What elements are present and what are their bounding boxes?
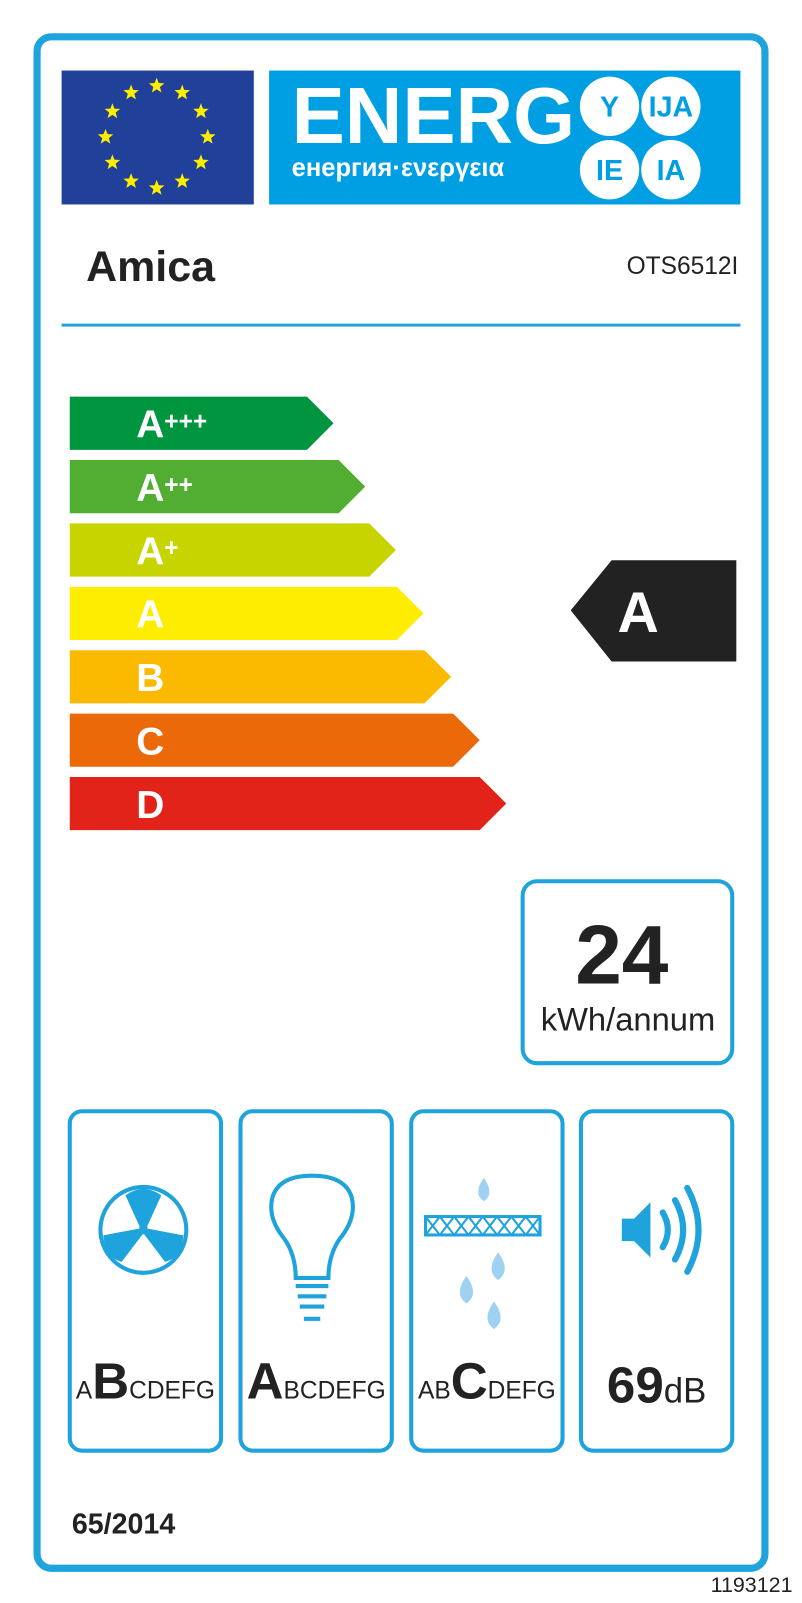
star [104,103,121,119]
label-id: 1193121 [711,1573,793,1597]
class-letter: A [136,467,164,510]
rating-arrow [570,560,737,662]
scale-before: A [76,1378,93,1405]
icon-box [409,1109,565,1453]
badge [641,76,701,136]
icon-box [578,1109,735,1453]
badge-text: IE [596,155,623,187]
noise-value: 69 [607,1357,664,1414]
badge [641,140,701,200]
class-label: A [136,594,164,637]
consumption-box [520,879,735,1066]
efficiency-scale: ABCDEFG [76,1353,215,1410]
fan-icon [98,1184,189,1275]
scale-after: CDEFG [129,1378,215,1405]
star [193,103,209,119]
class-letter: A [136,530,164,573]
filter-icon [424,1177,542,1330]
scale-class: C [451,1353,488,1410]
badge-text: Y [600,92,619,124]
class-letter: B [136,657,164,700]
flag-stars [97,77,216,195]
class-plus: ++ [164,472,193,499]
class-label: D [136,784,164,827]
rating: A [617,581,658,645]
star [104,154,121,170]
star [97,128,114,144]
eu-flag [61,70,254,205]
consumption-value: 24 [575,907,669,1001]
speaker-icon [621,1184,702,1275]
scale-before: AB [418,1378,451,1405]
class-letter: A [136,594,164,637]
badge-text: IA [657,155,686,187]
scale-class: B [92,1353,129,1410]
star [123,173,139,188]
class-arrow [69,586,424,640]
class-plus: + [164,535,178,562]
star [148,179,165,195]
icon-box [238,1109,394,1453]
star [174,84,190,100]
class-plus: +++ [164,408,207,435]
icon-boxes [67,1109,735,1453]
scale-after: DEFG [488,1378,556,1405]
class-letter: D [136,784,164,827]
class-letter: C [136,720,164,763]
badge [579,76,640,136]
class-label: A+ [136,530,178,573]
star [123,84,139,100]
efficiency-scale: ABCDEFG [418,1353,556,1410]
icon-box [67,1109,224,1453]
scale-after: BCDEFG [284,1378,386,1405]
class-letter: A [136,404,164,447]
class-arrow [69,650,452,704]
supplier: Amica [86,243,216,291]
badge [579,140,640,200]
star [200,128,216,144]
noise: 69dB [607,1357,706,1414]
model: OTS6512I [627,253,739,280]
scale-class: A [247,1353,284,1410]
star [174,173,190,188]
class-arrow [69,776,507,831]
star [193,154,209,170]
class-label: B [136,657,164,700]
banner-title: ENERG [292,71,576,160]
regulation: 65/2014 [72,1508,176,1540]
efficiency-scale: ABCDEFG [247,1353,386,1410]
class-arrow [69,523,396,577]
class-label: A++ [136,467,193,510]
bulb-icon [269,1173,355,1321]
banner-subtitle: енергия·ενεργεια [292,154,505,182]
badge-text: IJA [649,92,694,124]
class-label: C [136,720,164,763]
star [148,77,165,93]
class-label: A+++ [136,404,207,447]
consumption-unit: kWh/annum [541,1001,715,1038]
class-arrow [69,713,480,767]
class-arrow [69,460,366,514]
class-arrow [69,396,334,450]
noise-unit: dB [664,1373,707,1411]
